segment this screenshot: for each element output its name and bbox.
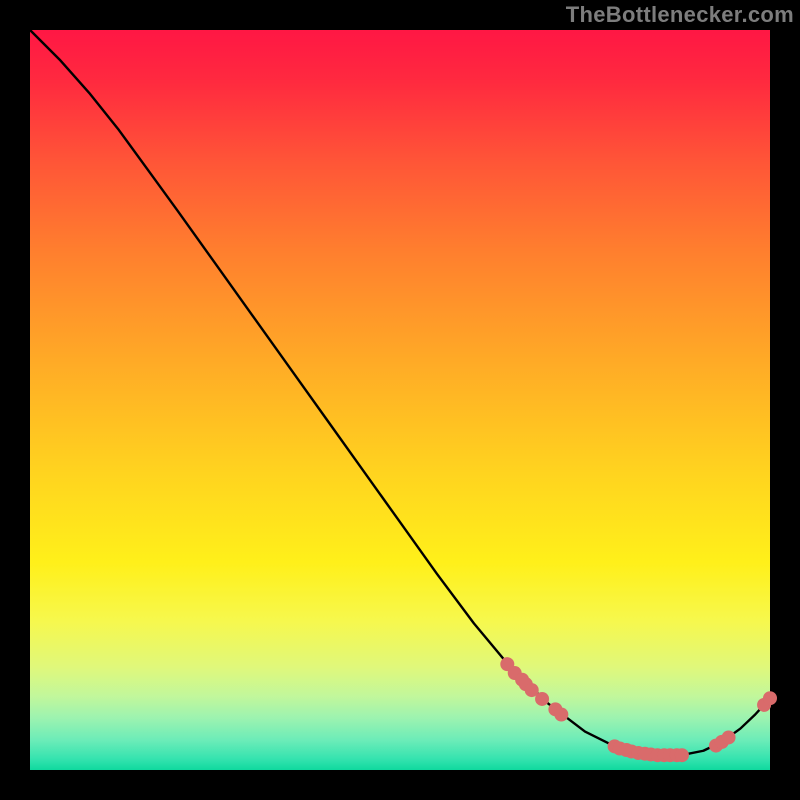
data-marker: [554, 708, 568, 722]
data-marker: [535, 692, 549, 706]
data-marker: [722, 730, 736, 744]
bottleneck-chart: TheBottlenecker.com: [0, 0, 800, 800]
data-marker: [763, 691, 777, 705]
data-marker: [675, 748, 689, 762]
plot-area: [30, 30, 770, 770]
watermark-text: TheBottlenecker.com: [566, 2, 794, 28]
chart-svg: [0, 0, 800, 800]
